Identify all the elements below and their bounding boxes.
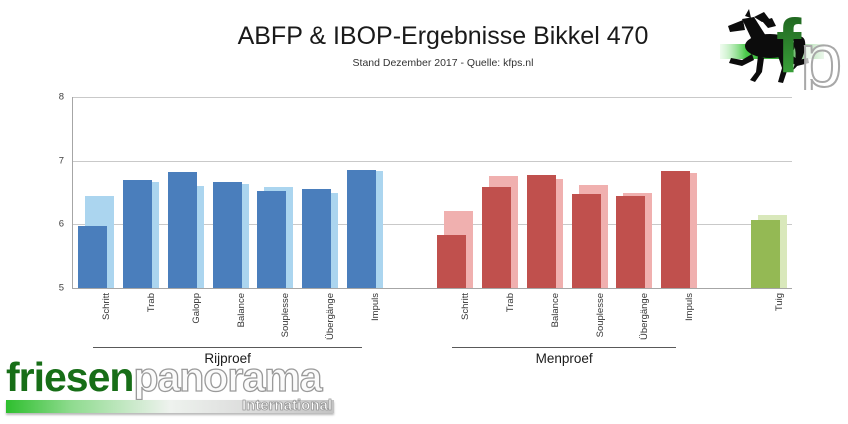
group-axis-line-menproef: [451, 347, 677, 348]
bar-front-trab: [122, 179, 152, 288]
fp-logo-letter-f: f: [776, 6, 802, 89]
bar-front-trab: [481, 186, 511, 288]
group-label-menproef: Menproef: [535, 351, 593, 366]
x-axis-label-balance: Balance: [235, 293, 247, 328]
group-label-rijproef: Rijproef: [204, 351, 251, 366]
logo-text-friesen: friesen: [6, 354, 134, 400]
x-axis-label-übergänge: Übergänge: [639, 293, 651, 341]
bar-front-übergänge: [616, 195, 646, 288]
x-axis-label-galopp: Galopp: [190, 293, 202, 324]
group-axis-line-rijproef: [93, 347, 363, 348]
x-axis-label-trab: Trab: [145, 293, 157, 313]
x-axis-label-übergänge: Übergänge: [325, 293, 337, 341]
bar-front-impuls: [347, 169, 377, 288]
y-axis-label-6: 6: [58, 218, 64, 230]
x-axis-label-impuls: Impuls: [370, 293, 382, 321]
gridline-8: [72, 97, 792, 98]
x-axis-label-impuls: Impuls: [684, 293, 696, 321]
bar-front-souplesse: [257, 191, 287, 288]
x-axis-label-tuig: Tuig: [774, 293, 786, 312]
bar-front-souplesse: [571, 194, 601, 288]
y-axis-label-8: 8: [58, 91, 64, 103]
logo-gradient-band: [6, 400, 334, 413]
x-axis-label-souplesse: Souplesse: [280, 293, 292, 338]
x-axis-label-schritt: Schritt: [101, 293, 112, 320]
x-axis-label-trab: Trab: [504, 293, 516, 313]
y-axis-label-7: 7: [58, 155, 64, 167]
friesenpanorama-wordmark: friesenpanorama: [6, 353, 323, 401]
fp-logo: f p: [720, 6, 843, 90]
bar-front-schritt: [78, 226, 107, 288]
y-axis-line: [72, 97, 73, 288]
chart-subtitle: Stand Dezember 2017 - Quelle: kfps.nl: [352, 57, 534, 69]
bar-front-übergänge: [302, 189, 332, 288]
gridline-6: [72, 224, 792, 225]
bar-front-schritt: [436, 235, 466, 288]
bar-front-balance: [212, 181, 242, 288]
x-axis-label-schritt: Schritt: [459, 293, 471, 320]
bar-front-balance: [526, 174, 556, 288]
logo-text-panorama: panorama: [133, 353, 323, 400]
friesenpanorama-logo: friesenpanorama International: [6, 353, 336, 418]
y-axis-label-5: 5: [58, 282, 64, 294]
gridline-5: [72, 288, 792, 289]
logo-tagline: International: [241, 397, 333, 415]
x-axis-label-balance: Balance: [549, 293, 561, 328]
horse-icon: [728, 9, 809, 83]
bar-front-impuls: [661, 171, 691, 288]
fp-logo-letter-p: p: [800, 18, 842, 90]
gridline-7: [72, 161, 792, 162]
bar-front-tuig: [751, 219, 781, 288]
x-axis-label-souplesse: Souplesse: [594, 293, 606, 338]
chart-title: ABFP & IBOP-Ergebnisse Bikkel 470: [237, 22, 649, 50]
bar-front-galopp: [167, 172, 197, 288]
